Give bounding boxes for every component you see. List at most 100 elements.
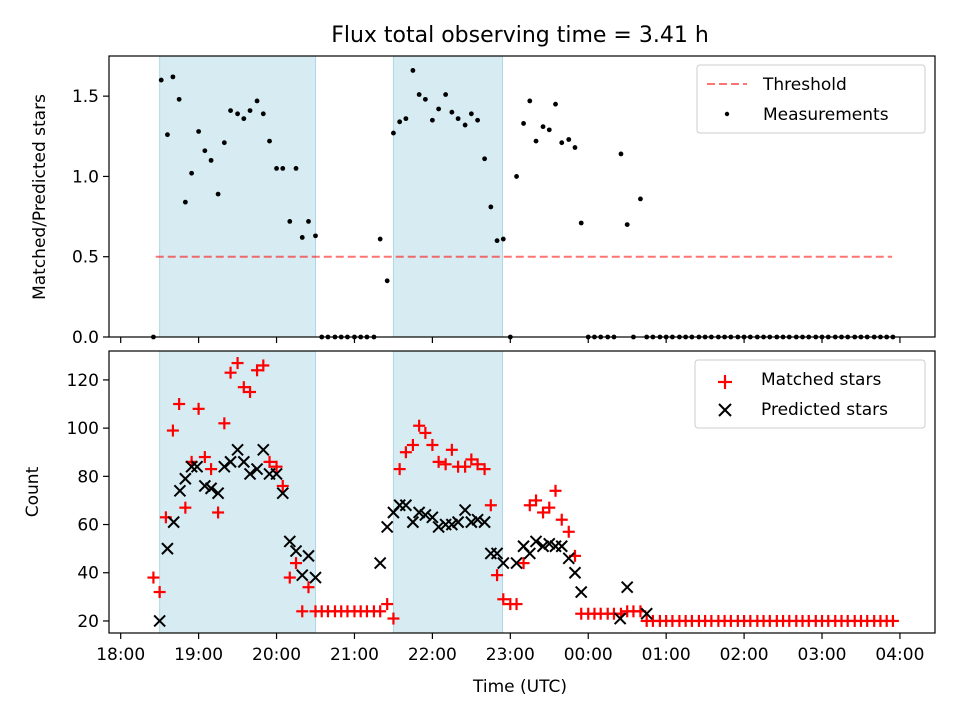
top-y-axis-label: Matched/Predicted stars (30, 94, 50, 300)
top-axes-frame (108, 55, 936, 338)
x-tick-label: 02:00 (720, 645, 769, 665)
bottom-legend-box (694, 359, 926, 429)
measurement-point (416, 92, 422, 97)
measurement-point (215, 191, 221, 197)
bottom-x-ticks: 18:00 19:00 20:00 21:00 22:00 23:00 00:00 01:00… (96, 633, 924, 665)
measurement-point (397, 119, 403, 125)
measurement-point (158, 77, 164, 83)
x-axis-label: Time (UTC) (472, 677, 567, 697)
predicted-star-point (432, 520, 445, 534)
matched-star-point (406, 439, 419, 451)
predicted-star-point (529, 535, 543, 548)
predicted-star-point (237, 455, 251, 469)
predicted-star-point (204, 482, 218, 495)
matched-star-point (432, 455, 445, 468)
matched-star-point (212, 506, 225, 519)
x-tick-label: 03:00 (798, 645, 847, 665)
measurement-point (540, 124, 546, 130)
predicted-star-point (523, 547, 536, 560)
predicted-star-point (231, 443, 244, 457)
y-tick-label: 120 (67, 371, 99, 391)
x-tick-label: 19:00 (174, 645, 223, 665)
matched-star-point (290, 557, 303, 570)
y-tick-label: 60 (77, 516, 99, 536)
measurement-point (182, 199, 188, 205)
measurement-point (468, 111, 474, 117)
measurement-point (299, 235, 305, 240)
matched-star-point (166, 424, 179, 437)
matched-star-point (198, 451, 211, 464)
measurement-point (202, 148, 208, 154)
matched-star-point (374, 605, 387, 618)
measurement-point (521, 121, 526, 126)
shaded-interval (392, 55, 504, 338)
measurement-point (221, 140, 227, 146)
matched-star-point (302, 581, 315, 594)
measurement-point (247, 108, 253, 113)
y-tick-label: 20 (77, 612, 99, 632)
bottom-legend: Matched stars Predicted stars (694, 359, 926, 429)
measurement-point (165, 132, 170, 138)
predicted-star-point (426, 511, 439, 524)
y-tick-label: 80 (77, 467, 99, 487)
measurement-point (170, 74, 176, 80)
matched-star-point (218, 417, 231, 430)
measurement-point (208, 157, 214, 163)
x-tick-label: 23:00 (486, 645, 535, 665)
measurement-point (422, 96, 428, 102)
matched-star-point (497, 593, 510, 606)
matched-star-point (465, 453, 478, 466)
x-tick-label: 20:00 (252, 645, 301, 665)
predicted-star-point (419, 508, 432, 522)
x-tick-label: 18:00 (96, 645, 145, 665)
measurement-point (429, 117, 435, 123)
x-tick-label: 00:00 (564, 645, 613, 665)
predicted-star-point (497, 556, 510, 570)
predicted-star-point (478, 515, 491, 529)
matched-star-point (484, 499, 497, 512)
matched-star-point (276, 479, 289, 492)
predicted-star-point (161, 542, 174, 555)
measurement-point (449, 109, 455, 115)
threshold-legend-label: Threshold (762, 75, 847, 95)
measurement-point (527, 98, 533, 104)
predicted-star-point (243, 467, 257, 481)
matched-legend-label: Matched stars (761, 370, 881, 390)
y-tick-label: 0.0 (72, 328, 99, 348)
predicted-star-point (510, 556, 523, 570)
measurement-point (436, 106, 442, 112)
matched-star-point (244, 385, 257, 398)
y-tick-label: 1.0 (72, 167, 99, 187)
predicted-star-point (276, 486, 289, 500)
measurements-legend-swatch (724, 111, 730, 117)
matched-star-point (543, 501, 556, 514)
measurement-point (235, 111, 240, 117)
matched-star-point (387, 612, 400, 625)
measurement-point (566, 137, 572, 142)
matched-star-point (393, 463, 406, 476)
y-tick-label: 40 (77, 564, 99, 584)
top-y-ticks: 0.0 0.5 1.0 1.5 (72, 87, 109, 348)
predicted-star-point (173, 484, 187, 498)
measurement-point (500, 236, 506, 242)
matched-star-point (426, 439, 439, 451)
measurement-point (482, 156, 487, 162)
y-tick-label: 1.5 (72, 87, 99, 107)
measurements-legend-label: Measurements (763, 105, 889, 125)
matched-star-point (471, 458, 484, 471)
measurement-point (494, 238, 500, 244)
matched-star-point (231, 357, 244, 370)
matched-star-point (413, 419, 426, 432)
x-tick-label: 22:00 (408, 645, 457, 665)
measurement-point (410, 68, 416, 73)
measurement-point (624, 222, 630, 228)
top-panel: 0.0 0.5 1.0 1.5 Matched/Predicted stars Thr… (30, 55, 936, 348)
matched-star-point (510, 598, 523, 611)
measurement-point (274, 166, 279, 171)
predicted-star-point (399, 499, 413, 512)
predicted-star-point (211, 486, 225, 500)
measurement-point (462, 122, 468, 128)
matched-star-point (517, 557, 530, 570)
measurement-point (293, 166, 299, 171)
